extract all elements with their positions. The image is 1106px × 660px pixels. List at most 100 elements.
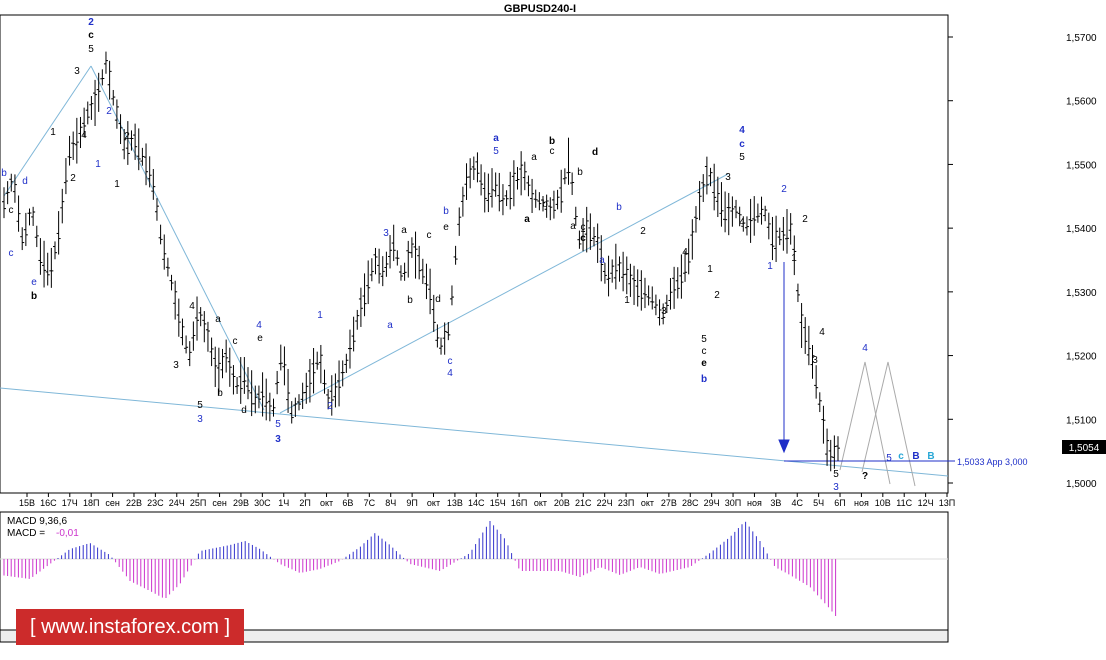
wave-label: 2 <box>640 226 646 237</box>
wave-label: 2 <box>781 184 787 195</box>
wave-label: 5 <box>701 334 707 345</box>
y-tick-label: 1,5000 <box>1066 479 1097 490</box>
x-tick-label: сен <box>212 498 227 508</box>
x-tick-label: 5Ч <box>813 498 824 508</box>
wave-label: 1 <box>95 159 101 170</box>
wave-label: b <box>1 168 7 179</box>
wave-label: 3 <box>833 482 839 493</box>
x-tick-label: 17Ч <box>62 498 78 508</box>
y-tick-label: 1,5400 <box>1066 224 1097 235</box>
x-tick-label: окт <box>320 498 333 508</box>
projection-lines <box>839 361 916 487</box>
x-tick-label: 21С <box>575 498 592 508</box>
x-tick-label: 12Ч <box>918 498 934 508</box>
x-tick-label: 16С <box>40 498 57 508</box>
wave-label: c <box>9 248 14 259</box>
x-tick-label: 3В <box>770 498 781 508</box>
wave-label: e <box>257 333 263 344</box>
wave-label: 2 <box>124 131 130 142</box>
y-tick-label: 1,5200 <box>1066 352 1097 363</box>
wave-label: 5 <box>493 146 499 157</box>
wave-label: 4 <box>682 247 688 258</box>
wave-label: 4 <box>447 368 453 379</box>
main-pane <box>0 14 949 494</box>
x-tick-label: 1Ч <box>278 498 289 508</box>
chart-title: GBPUSD240-I <box>504 3 576 15</box>
wave-label: a <box>215 314 221 325</box>
x-axis-ticks: 15В 16С 17Ч 18П сен 22В 23С 24Ч 25П сен 29В 30С 1Ч 2П… <box>19 493 955 508</box>
x-tick-label: 6В <box>342 498 353 508</box>
wave-label: 4 <box>819 327 825 338</box>
wave-label: b <box>31 291 37 302</box>
macd-value-label: MACD = <box>7 528 45 539</box>
x-tick-label: 29В <box>233 498 249 508</box>
wave-label: 2 <box>714 290 720 301</box>
wave-label: c <box>427 230 432 241</box>
y-tick-label: 1,5700 <box>1066 33 1097 44</box>
wave-label: 3 <box>725 172 731 183</box>
wave-label: b <box>217 388 223 399</box>
x-tick-label: окт <box>534 498 547 508</box>
wave-label: 3 <box>661 306 667 317</box>
wave-label: 2 <box>327 401 333 412</box>
y-axis-ticks: 1,5700 1,5600 1,5500 1,5400 1,5300 1,5200 1,51… <box>948 33 1097 490</box>
x-tick-label: 28С <box>682 498 699 508</box>
wave-label: 4 <box>189 301 195 312</box>
wave-label: c <box>88 30 94 41</box>
wave-label: c <box>9 205 14 216</box>
wave-label: 1 <box>114 179 120 190</box>
x-tick-label: 11С <box>896 498 912 508</box>
wave-label: 4 <box>739 125 745 136</box>
wave-label: a <box>401 225 407 236</box>
wave-label: b <box>542 199 548 210</box>
wave-label: 1 <box>707 264 713 275</box>
x-tick-label: 2П <box>299 498 310 508</box>
wave-label: b <box>577 167 583 178</box>
x-tick-label: 4С <box>791 498 803 508</box>
x-tick-label: ноя <box>747 498 762 508</box>
x-tick-label: 6П <box>834 498 845 508</box>
wave-label: c <box>898 451 904 462</box>
wave-label: 4 <box>739 217 745 228</box>
wave-label: 4 <box>862 343 868 354</box>
wave-label: c <box>739 139 745 150</box>
wave-label: 3 <box>383 228 389 239</box>
wave-label: 3 <box>74 66 80 77</box>
x-tick-label: 13В <box>447 498 463 508</box>
wave-label: a <box>570 221 576 232</box>
wave-label: b <box>616 202 622 213</box>
wave-label: 1 <box>50 127 56 138</box>
wave-label: B <box>912 451 919 462</box>
x-tick-label: 10В <box>875 498 891 508</box>
wave-label: b <box>407 295 413 306</box>
wave-label: 5 <box>275 419 281 430</box>
macd-value: -0,01 <box>56 528 79 539</box>
wave-label: 3 <box>812 355 818 366</box>
wave-label: 5 <box>88 44 94 55</box>
x-tick-label: 23П <box>618 498 634 508</box>
wave-label: 1 <box>317 310 323 321</box>
wave-label: d <box>241 405 247 416</box>
x-tick-label: 8Ч <box>385 498 396 508</box>
wave-label: 2 <box>802 214 808 225</box>
x-tick-label: 15В <box>19 498 35 508</box>
wave-label: 5 <box>833 469 839 480</box>
wave-label: e <box>31 277 37 288</box>
y-tick-label: 1,5300 <box>1066 288 1097 299</box>
wave-label: d <box>22 176 28 187</box>
wave-label: c <box>581 222 586 233</box>
down-arrow <box>778 262 790 454</box>
wave-label: e <box>443 222 449 233</box>
x-tick-label: 7С <box>364 498 376 508</box>
y-tick-label: 1,5500 <box>1066 160 1097 171</box>
wave-label: a <box>531 152 537 163</box>
wave-label: b <box>443 206 449 217</box>
wave-label: b <box>701 374 707 385</box>
wave-label: 1 <box>791 253 797 264</box>
x-tick-label: 30П <box>725 498 741 508</box>
wave-label: 2 <box>88 17 94 28</box>
wave-label: 3 <box>173 360 179 371</box>
wave-label: B <box>927 451 934 462</box>
y-tick-label: 1,5600 <box>1066 97 1097 108</box>
